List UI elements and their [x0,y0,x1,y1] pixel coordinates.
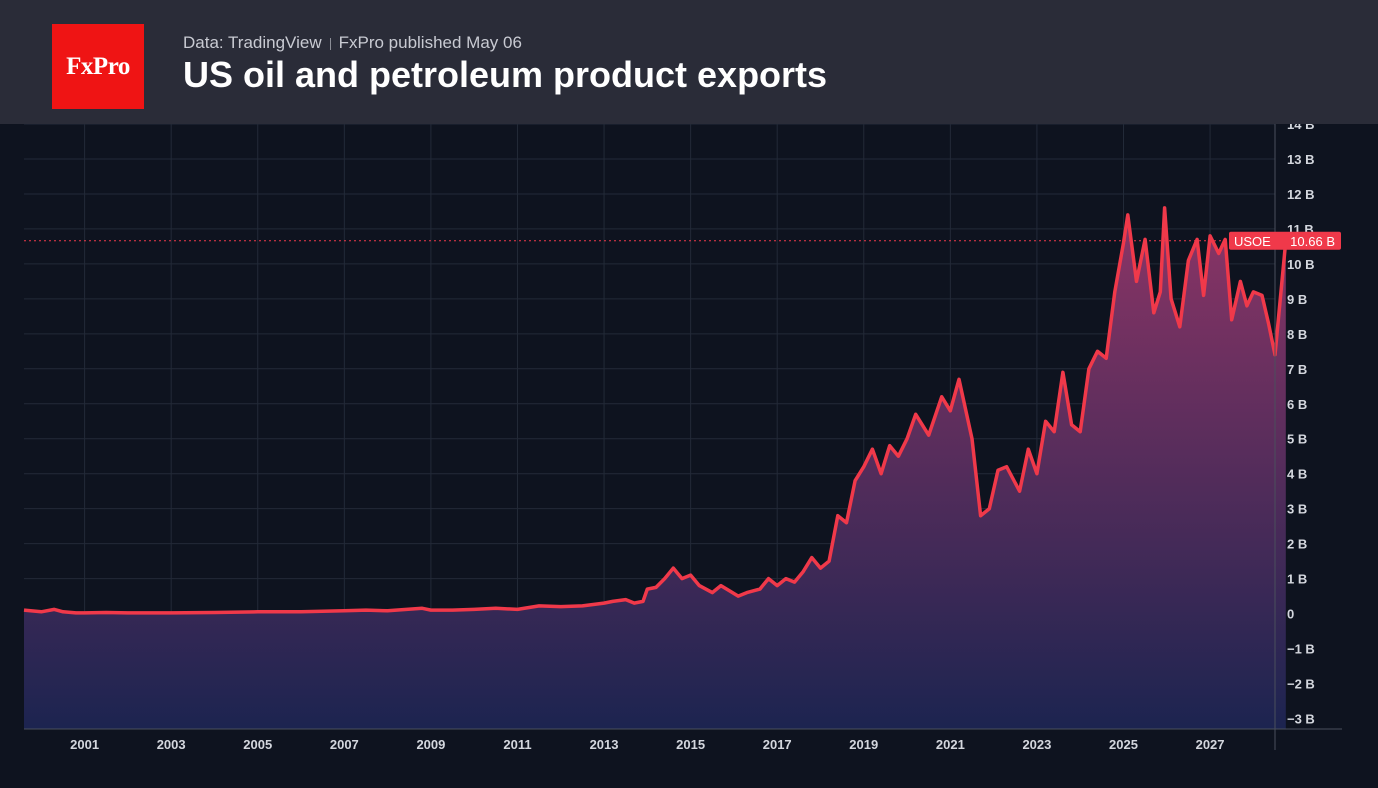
y-tick-label: 6 B [1287,397,1307,412]
x-tick-label: 2019 [849,737,878,752]
separator [329,37,331,50]
logo-text: FxPro [66,52,130,80]
x-tick-label: 2009 [416,737,445,752]
y-tick-label: 7 B [1287,362,1307,377]
y-tick-label: 12 B [1287,187,1314,202]
last-value-label: 10.66 B [1290,234,1335,249]
y-tick-label: 2 B [1287,537,1307,552]
last-value-marker: USOE 10.66 B [1229,231,1341,250]
chart-title: US oil and petroleum product exports [183,54,828,95]
exports-area [24,207,1286,729]
y-tick-label: −3 B [1287,712,1315,727]
chart-subtitle: Data: TradingView FxPro published May 06 [183,33,522,53]
y-tick-label: 1 B [1287,572,1307,587]
x-tick-label: 2001 [70,737,99,752]
x-tick-label: 2011 [503,737,531,752]
publish-info: FxPro published May 06 [338,33,522,52]
x-tick-label: 2013 [590,737,619,752]
chart-header: FxPro Data: TradingView FxPro published M… [0,0,1378,124]
data-source: Data: TradingView [183,33,322,52]
last-value-badge [1229,231,1341,250]
x-tick-label: 2015 [676,737,705,752]
series-ticker-label: USOE [1234,234,1271,249]
x-tick-label: 2025 [1109,737,1138,752]
y-tick-label: −2 B [1287,677,1315,692]
y-axis-ticks: 14 B13 B12 B11 B10 B9 B8 B7 B6 B5 B4 B3 … [1287,117,1315,727]
x-tick-label: 2021 [936,737,965,752]
x-tick-label: 2023 [1022,737,1051,752]
y-tick-label: 5 B [1287,432,1307,447]
y-tick-label: 13 B [1287,152,1314,167]
x-tick-label: 2005 [243,737,272,752]
x-tick-label: 2007 [330,737,359,752]
y-tick-label: 0 [1287,607,1294,622]
x-tick-label: 2017 [763,737,792,752]
y-tick-label: −1 B [1287,642,1315,657]
y-tick-label: 8 B [1287,327,1307,342]
exports-line [23,206,1288,615]
x-axis-ticks: 2001 2003 2005 2007 2009 2011 2013 2015 2017 2019… [70,737,1224,752]
y-tick-label: 4 B [1287,467,1307,482]
y-tick-label: 10 B [1287,257,1314,272]
fxpro-logo: FxPro [52,24,144,109]
y-tick-label: 9 B [1287,292,1307,307]
x-tick-label: 2003 [157,737,186,752]
x-tick-label: 2027 [1196,737,1225,752]
y-tick-label: 3 B [1287,502,1307,517]
